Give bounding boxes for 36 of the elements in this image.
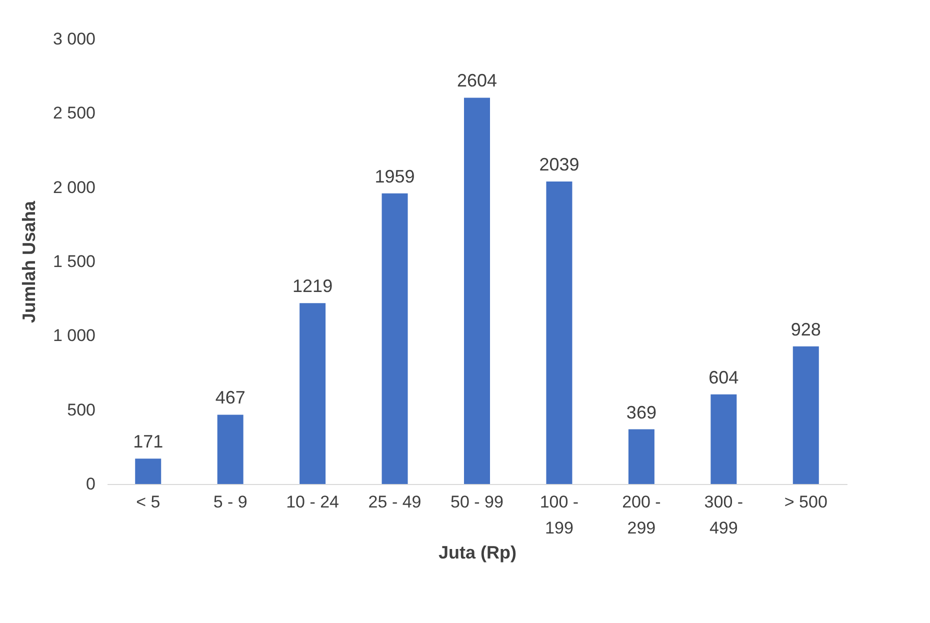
x-tick-label: 50 - 99 bbox=[450, 492, 504, 512]
data-label: 928 bbox=[790, 319, 821, 340]
x-tick-label: 25 - 49 bbox=[368, 492, 422, 512]
y-tick-label: 0 bbox=[86, 474, 96, 494]
data-label: 2039 bbox=[539, 154, 580, 175]
bar bbox=[382, 193, 408, 484]
x-tick-label: < 5 bbox=[136, 492, 160, 512]
bar bbox=[217, 414, 244, 484]
x-axis-title: Juta (Rp) bbox=[438, 542, 516, 562]
x-tick-label: 300 - 499 bbox=[704, 492, 744, 538]
data-label: 171 bbox=[133, 432, 164, 452]
y-tick-label: 500 bbox=[67, 400, 96, 420]
bar bbox=[464, 98, 490, 484]
bar bbox=[710, 394, 737, 484]
data-label: 1219 bbox=[292, 276, 333, 296]
y-tick-label: 2 000 bbox=[52, 178, 96, 197]
y-tick-label: 3 000 bbox=[52, 30, 96, 48]
data-label: 2604 bbox=[456, 70, 498, 91]
bar bbox=[628, 429, 654, 484]
x-tick-label: 200 - 299 bbox=[622, 492, 661, 538]
data-label: 1959 bbox=[374, 166, 415, 186]
y-axis-title: Jumlah Usaha bbox=[18, 200, 39, 324]
y-tick-label: 1 500 bbox=[52, 252, 96, 271]
data-label: 467 bbox=[215, 388, 246, 408]
y-tick-label: 2 500 bbox=[52, 104, 96, 123]
bar bbox=[135, 458, 162, 484]
bar bbox=[792, 346, 819, 484]
x-tick-label: 100 - 199 bbox=[540, 492, 579, 538]
x-tick-label: > 500 bbox=[784, 492, 828, 512]
bar bbox=[546, 182, 572, 484]
x-tick-label: 10 - 24 bbox=[286, 492, 340, 512]
y-tick-label: 1 000 bbox=[52, 326, 96, 346]
data-label: 369 bbox=[626, 402, 656, 422]
bar bbox=[300, 303, 326, 484]
x-tick-label: 5 - 9 bbox=[213, 492, 248, 512]
data-label: 604 bbox=[708, 367, 739, 388]
